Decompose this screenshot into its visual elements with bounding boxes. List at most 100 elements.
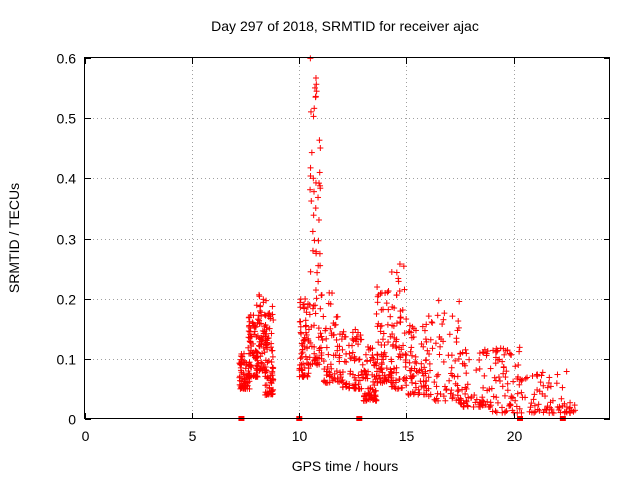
data-point [346, 385, 353, 392]
data-point [318, 333, 325, 340]
data-point [353, 338, 360, 345]
data-point [389, 303, 396, 310]
data-point [391, 365, 398, 372]
data-point [382, 353, 389, 360]
data-point [237, 361, 244, 368]
data-point [484, 348, 491, 355]
data-point [270, 317, 277, 324]
data-point [315, 194, 322, 201]
data-point [314, 269, 321, 276]
data-point [236, 381, 243, 388]
data-point [375, 372, 382, 379]
data-point [432, 397, 439, 404]
data-point [429, 345, 436, 352]
data-point [559, 384, 566, 391]
data-point [518, 389, 525, 396]
data-point [406, 322, 413, 329]
data-point [508, 351, 515, 358]
data-point [330, 352, 337, 359]
data-point [459, 360, 466, 367]
data-point [257, 336, 264, 343]
data-point [463, 350, 470, 357]
data-point [420, 384, 427, 391]
data-point [306, 311, 313, 318]
data-point [317, 344, 324, 351]
data-point [563, 408, 570, 415]
data-point [494, 399, 501, 406]
data-point [250, 372, 257, 379]
data-point [445, 352, 452, 359]
data-point [308, 198, 315, 205]
data-point [440, 358, 447, 365]
data-point [352, 326, 359, 333]
data-point [250, 312, 257, 319]
data-point [393, 269, 400, 276]
data-point [425, 374, 432, 381]
data-point [256, 307, 263, 314]
data-point [542, 393, 549, 400]
data-point [547, 383, 554, 390]
data-point [446, 377, 453, 384]
data-point [342, 333, 349, 340]
data-point [333, 336, 340, 343]
data-point [454, 388, 461, 395]
data-point [246, 318, 253, 325]
data-point [515, 362, 522, 369]
data-point [339, 377, 346, 384]
data-point [480, 384, 487, 391]
data-point [437, 343, 444, 350]
data-point [334, 347, 341, 354]
data-point [362, 351, 369, 358]
data-point [384, 289, 391, 296]
data-point [453, 339, 460, 346]
data-point [554, 371, 561, 378]
data-point [492, 354, 499, 361]
data-point [483, 350, 490, 357]
y-axis-label: SRMTID / TECUs [6, 183, 22, 293]
data-point [471, 392, 478, 399]
data-point [296, 373, 303, 380]
data-point [481, 372, 488, 379]
data-point [298, 354, 305, 361]
data-point [546, 374, 553, 381]
data-point [424, 347, 431, 354]
y-tick-label: 0.2 [57, 292, 77, 308]
data-point [534, 371, 541, 378]
y-tick-label: 0.1 [57, 352, 77, 368]
data-point [499, 383, 506, 390]
data-point [433, 383, 440, 390]
data-point [390, 341, 397, 348]
data-point [261, 349, 268, 356]
data-point [247, 331, 254, 338]
data-point [464, 381, 471, 388]
data-point [347, 370, 354, 377]
data-point [427, 336, 434, 343]
data-point [308, 323, 315, 330]
data-point [323, 372, 330, 379]
data-point [567, 399, 574, 406]
data-point [478, 401, 485, 408]
data-point [446, 331, 453, 338]
data-point [381, 342, 388, 349]
data-point [490, 347, 497, 354]
data-point [358, 385, 365, 392]
data-point [544, 403, 551, 410]
data-point [358, 336, 365, 343]
data-point [392, 343, 399, 350]
data-point [239, 382, 246, 389]
data-point [382, 290, 389, 297]
data-point [435, 371, 442, 378]
data-point [406, 328, 413, 335]
data-point [397, 308, 404, 315]
data-point [258, 359, 265, 366]
data-point [476, 350, 483, 357]
data-point [381, 374, 388, 381]
data-point [502, 374, 509, 381]
data-point [352, 377, 359, 384]
data-point [373, 362, 380, 369]
data-point [310, 113, 317, 120]
data-point [253, 302, 260, 309]
data-point [433, 373, 440, 380]
data-point [544, 384, 551, 391]
data-point [383, 365, 390, 372]
